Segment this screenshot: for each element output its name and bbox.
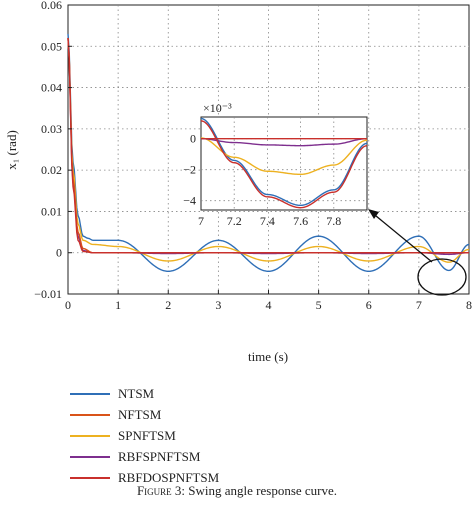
- legend-item-spnftsm: SPNFTSM: [70, 425, 270, 446]
- x-tick-label: 1: [115, 298, 121, 312]
- inset-series-line-spnftsm: [200, 137, 368, 176]
- inset-x-tick-label: 7: [198, 214, 204, 228]
- inset-series-group: [200, 117, 368, 209]
- x-tick-label: 8: [466, 298, 472, 312]
- y-tick-label: 0.05: [41, 39, 62, 53]
- legend-swatch: [70, 434, 110, 437]
- inset-x-tick-label: 7.2: [227, 214, 242, 228]
- main-series-group: [67, 33, 470, 272]
- y-tick-label: 0: [56, 246, 62, 260]
- x-tick-label: 2: [165, 298, 171, 312]
- legend-item-rbfspnftsm: RBFSPNFTSM: [70, 446, 270, 467]
- inset-x-tick-label: 7.8: [326, 214, 341, 228]
- x-tick-label: 4: [266, 298, 272, 312]
- x-tick-label: 7: [416, 298, 422, 312]
- x-tick-label: 0: [65, 298, 71, 312]
- legend-swatch: [70, 392, 110, 395]
- figure-caption: Figure 3: Swing angle response curve.: [0, 483, 474, 499]
- inset-y-tick-label: 0: [190, 132, 196, 146]
- legend-item-ntsm: NTSM: [70, 383, 270, 404]
- x-tick-label: 5: [316, 298, 322, 312]
- x-tick-label: 6: [366, 298, 372, 312]
- figure-chart: 0 1 2 3 4 5 6 7 8−0.0100.010.020.030.040.050.06 …: [4, 0, 472, 364]
- legend-swatch: [70, 455, 110, 458]
- legend-label: RBFDOSPNFTSM: [118, 469, 220, 485]
- zoom-arrow: [369, 210, 433, 263]
- inset-y-tick-label: −2: [183, 163, 196, 177]
- inset-series-line-rbfspnftsm: [200, 138, 368, 147]
- y-tick-label: 0.01: [41, 204, 62, 218]
- y-tick-label: 0.03: [41, 122, 62, 136]
- legend-label: RBFSPNFTSM: [118, 448, 201, 464]
- x-axis-label: time (s): [248, 349, 288, 364]
- y-axis-label: x₁ (rad): [4, 130, 19, 170]
- inset-series-line-ntsm: [200, 117, 368, 207]
- zoom-arrow-head: [368, 209, 379, 219]
- legend-label: SPNFTSM: [118, 427, 176, 443]
- caption-label: Figure 3:: [136, 483, 186, 498]
- legend-swatch: [70, 476, 110, 479]
- inset-ticks: 7 7.2 7.4 7.6 7.8 −4 −2 0: [183, 132, 341, 228]
- inset-series-line-nftsm: [200, 120, 368, 209]
- y-tick-label: 0.06: [41, 0, 62, 12]
- inset-multiplier: ×10⁻³: [203, 101, 232, 115]
- legend-item-nftsm: NFTSM: [70, 404, 270, 425]
- legend-label: NTSM: [118, 385, 155, 401]
- series-line-spnftsm: [67, 37, 470, 263]
- inset-y-tick-label: −4: [183, 194, 196, 208]
- legend-label: NFTSM: [118, 406, 162, 422]
- y-tick-label: −0.01: [34, 287, 62, 301]
- inset-x-tick-label: 7.4: [260, 214, 275, 228]
- legend-item-rbfdospnftsm: RBFDOSPNFTSM: [70, 467, 270, 488]
- inset-x-tick-label: 7.6: [293, 214, 308, 228]
- zoom-region-ellipse: [417, 258, 467, 296]
- caption-text: Swing angle response curve.: [188, 483, 338, 498]
- legend-swatch: [70, 413, 110, 416]
- y-tick-label: 0.04: [41, 81, 62, 95]
- legend: NTSM NFTSM SPNFTSM RBFSPNFTSM RBFDOSPNFT…: [70, 383, 270, 488]
- inset-plot-area: [200, 116, 368, 211]
- x-tick-label: 3: [215, 298, 221, 312]
- series-line-ntsm: [67, 33, 470, 272]
- y-tick-label: 0.02: [41, 163, 62, 177]
- series-line-rbfdospnftsm: [67, 37, 469, 254]
